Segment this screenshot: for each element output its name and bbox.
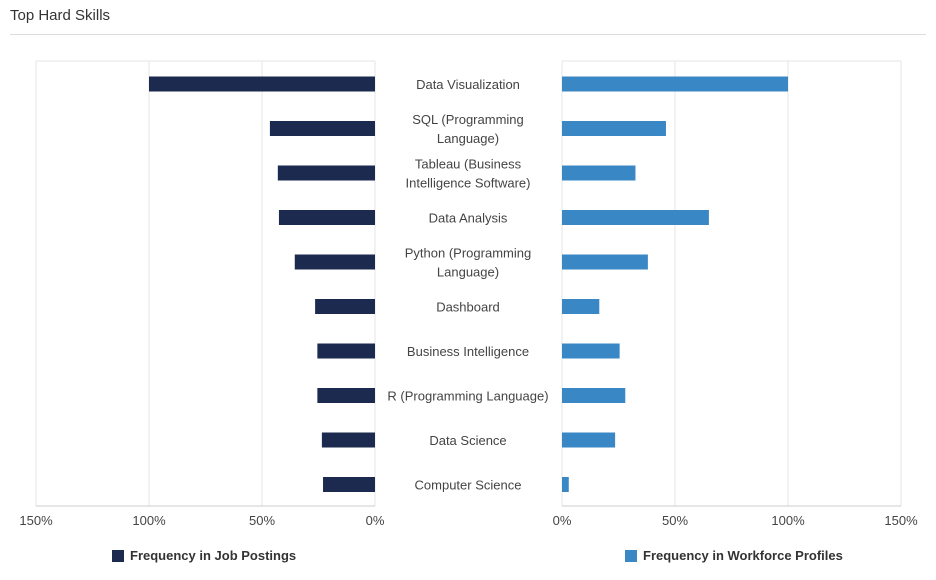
bar-postings-3 (278, 210, 375, 225)
tick-label-left-1: 50% (249, 513, 275, 528)
category-label-0-line-0: Data Visualization (416, 77, 520, 92)
category-label-3-line-0: Data Analysis (429, 211, 508, 226)
bar-profiles-2 (562, 165, 636, 181)
legend-item-postings[interactable]: Frequency in Job Postings (112, 548, 296, 563)
category-label-5-line-0: Dashboard (436, 300, 500, 315)
bar-profiles-3 (562, 210, 709, 225)
category-label-2-line-0: Tableau (Business (415, 157, 522, 172)
panel-header: Top Hard Skills (10, 7, 926, 35)
legend-swatch-postings (112, 549, 124, 562)
bar-postings-4 (294, 254, 375, 270)
legend-item-profiles[interactable]: Frequency in Workforce Profiles (625, 548, 843, 563)
tick-label-right-2: 100% (771, 513, 805, 528)
legend-label-profiles: Frequency in Workforce Profiles (643, 548, 843, 563)
bar-postings-7 (317, 388, 375, 403)
category-label-9-line-0: Computer Science (415, 478, 522, 493)
category-label-4-line-1: Language) (437, 265, 499, 280)
bar-profiles-0 (562, 76, 788, 92)
tick-label-right-0: 0% (553, 513, 572, 528)
bar-profiles-7 (562, 388, 626, 403)
bar-postings-0 (149, 76, 375, 92)
tick-label-left-3: 150% (19, 513, 53, 528)
category-label-4-line-0: Python (Programming (405, 246, 531, 261)
bar-postings-1 (269, 121, 375, 136)
bar-postings-9 (323, 477, 375, 492)
legend-swatch-profiles (625, 549, 637, 562)
legend-label-postings: Frequency in Job Postings (130, 548, 297, 563)
category-label-8-line-0: Data Science (429, 433, 506, 448)
bar-postings-8 (321, 432, 375, 448)
category-label-6-line-0: Business Intelligence (407, 344, 529, 359)
bar-profiles-4 (562, 254, 648, 270)
tick-label-right-3: 150% (884, 513, 918, 528)
tick-label-left-2: 100% (132, 513, 166, 528)
category-label-2-line-1: Intelligence Software) (405, 176, 530, 191)
category-label-1-line-0: SQL (Programming (412, 112, 524, 127)
bar-postings-6 (317, 343, 375, 359)
tick-label-left-0: 0% (366, 513, 385, 528)
tick-label-right-1: 50% (662, 513, 688, 528)
bar-profiles-5 (562, 299, 600, 314)
bar-profiles-1 (562, 121, 666, 136)
bar-profiles-8 (562, 432, 616, 448)
bar-postings-5 (315, 299, 375, 314)
category-label-7-line-0: R (Programming Language) (387, 389, 548, 404)
bar-postings-2 (277, 165, 375, 181)
page-title: Top Hard Skills (10, 7, 111, 24)
bar-profiles-9 (562, 477, 569, 492)
category-label-1-line-1: Language) (437, 131, 499, 146)
bar-profiles-6 (562, 343, 620, 359)
